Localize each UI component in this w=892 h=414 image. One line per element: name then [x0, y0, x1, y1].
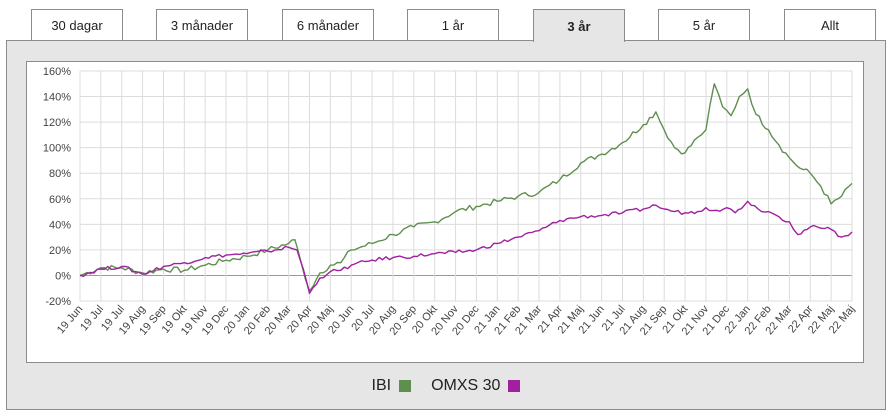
y-tick-label: 80% — [49, 168, 71, 180]
legend-swatch — [399, 380, 412, 392]
legend-swatch — [508, 380, 521, 392]
x-tick-label: 19 Jun — [55, 303, 85, 336]
legend-item[interactable]: OMXS 30 — [431, 377, 521, 395]
tab-5-år[interactable]: 5 år — [658, 9, 750, 40]
tab-6-månader[interactable]: 6 månader — [282, 9, 374, 40]
tab-3-månader[interactable]: 3 månader — [156, 9, 248, 40]
y-tick-label: -20% — [45, 296, 71, 308]
series-line-ibi — [79, 83, 853, 292]
y-tick-label: 140% — [43, 92, 71, 104]
y-tick-label: 100% — [43, 143, 71, 155]
legend-label: IBI — [371, 377, 392, 394]
y-tick-label: 20% — [49, 245, 71, 257]
tab-allt[interactable]: Allt — [784, 9, 876, 40]
period-tabs: 30 dagar 3 månader 6 månader 1 år 3 år 5 år Al… — [0, 0, 892, 42]
tab-1-år[interactable]: 1 år — [407, 9, 499, 40]
tab-3-år[interactable]: 3 år — [533, 9, 625, 42]
y-tick-label: 60% — [49, 194, 71, 206]
y-tick-label: 0% — [55, 270, 71, 282]
tab-30-dagar[interactable]: 30 dagar — [31, 9, 123, 40]
y-tick-label: 120% — [43, 117, 71, 129]
legend-item[interactable]: IBI — [372, 377, 412, 395]
series-line-omxs-30 — [79, 200, 853, 294]
y-tick-label: 160% — [43, 66, 71, 78]
plot-area — [26, 61, 864, 363]
chart-legend: IBI OMXS 30 — [0, 374, 892, 398]
y-tick-label: 40% — [49, 219, 71, 231]
legend-label: OMXS 30 — [431, 377, 501, 394]
